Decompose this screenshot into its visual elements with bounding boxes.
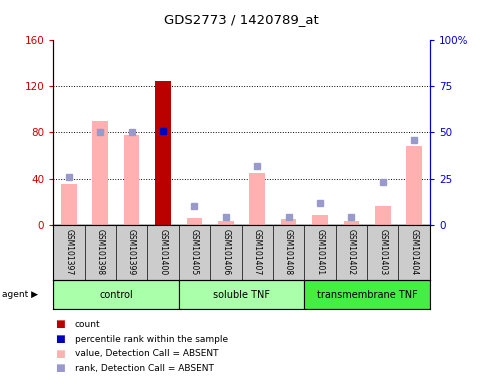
Bar xyxy=(406,146,422,225)
Text: GSM101400: GSM101400 xyxy=(158,229,168,275)
Text: soluble TNF: soluble TNF xyxy=(213,290,270,300)
Text: transmembrane TNF: transmembrane TNF xyxy=(317,290,417,300)
Text: percentile rank within the sample: percentile rank within the sample xyxy=(75,334,228,344)
Text: GSM101399: GSM101399 xyxy=(127,229,136,275)
Bar xyxy=(343,221,359,225)
Text: count: count xyxy=(75,320,100,329)
Text: GSM101406: GSM101406 xyxy=(221,229,230,275)
Text: GSM101397: GSM101397 xyxy=(64,229,73,275)
Bar xyxy=(249,173,265,225)
Text: ■: ■ xyxy=(56,363,65,373)
Text: GSM101401: GSM101401 xyxy=(315,229,325,275)
Text: control: control xyxy=(99,290,133,300)
Text: GSM101404: GSM101404 xyxy=(410,229,419,275)
Bar xyxy=(124,135,140,225)
Text: ■: ■ xyxy=(56,319,65,329)
Bar xyxy=(186,218,202,225)
Text: GSM101405: GSM101405 xyxy=(190,229,199,275)
Text: GDS2773 / 1420789_at: GDS2773 / 1420789_at xyxy=(164,13,319,26)
Bar xyxy=(375,206,391,225)
Bar xyxy=(312,215,328,225)
Text: value, Detection Call = ABSENT: value, Detection Call = ABSENT xyxy=(75,349,218,358)
Bar xyxy=(155,81,171,225)
Text: GSM101408: GSM101408 xyxy=(284,229,293,275)
Bar xyxy=(61,184,77,225)
Text: ■: ■ xyxy=(56,349,65,359)
Text: GSM101402: GSM101402 xyxy=(347,229,356,275)
Bar xyxy=(304,280,430,309)
Bar xyxy=(281,219,297,225)
Text: GSM101407: GSM101407 xyxy=(253,229,262,275)
Bar xyxy=(218,221,234,225)
Bar xyxy=(53,280,179,309)
Text: ■: ■ xyxy=(56,334,65,344)
Bar xyxy=(179,280,304,309)
Bar xyxy=(92,121,108,225)
Text: rank, Detection Call = ABSENT: rank, Detection Call = ABSENT xyxy=(75,364,214,373)
Text: GSM101398: GSM101398 xyxy=(96,229,105,275)
Text: GSM101403: GSM101403 xyxy=(378,229,387,275)
Text: agent ▶: agent ▶ xyxy=(2,290,39,299)
